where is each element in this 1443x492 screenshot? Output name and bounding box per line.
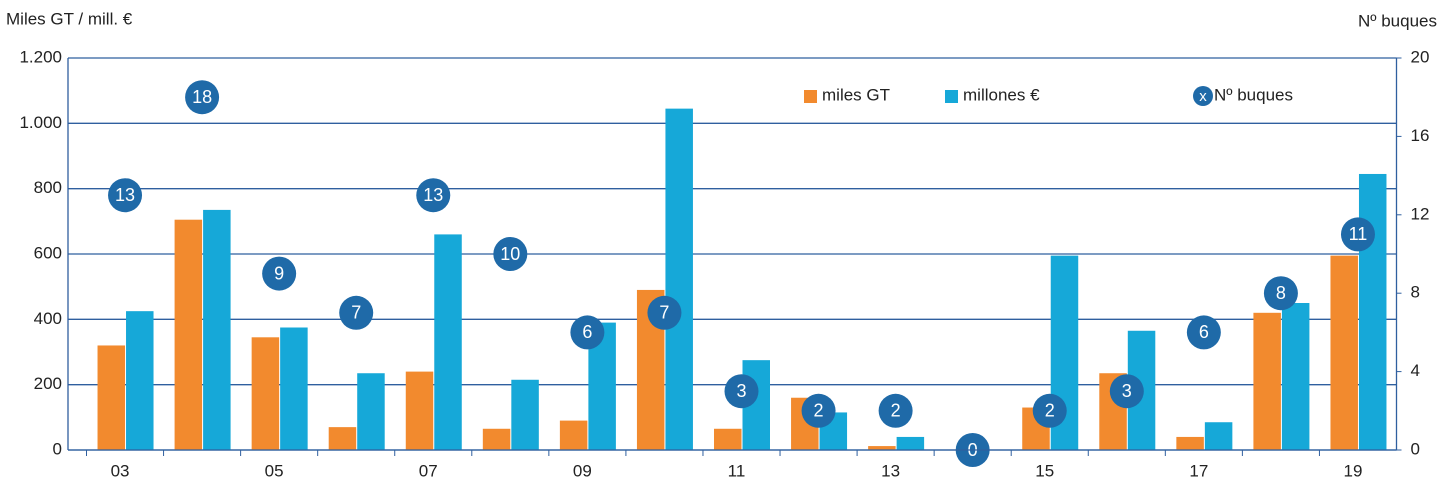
y2-tick-label: 4 — [1411, 361, 1420, 380]
ship-label: 7 — [351, 303, 361, 323]
ship-marker — [724, 374, 759, 409]
x-tick-label: 03 — [111, 461, 130, 480]
bar — [1176, 436, 1204, 450]
ship-label: 2 — [1045, 401, 1055, 421]
legend-label: miles GT — [822, 85, 890, 104]
bar — [1358, 173, 1387, 450]
y-tick-label: 400 — [34, 309, 62, 328]
ship-marker — [1109, 374, 1144, 409]
bar — [280, 327, 308, 450]
bar — [357, 373, 385, 450]
bar — [251, 337, 280, 450]
ship-label: 7 — [659, 303, 669, 323]
ship-label: 13 — [423, 185, 443, 205]
ship-label: 9 — [274, 263, 284, 283]
bar — [434, 234, 462, 450]
bar — [126, 311, 154, 450]
y-tick-label: 200 — [34, 374, 62, 393]
bar — [405, 371, 434, 450]
bar — [174, 219, 203, 450]
ship-label: 11 — [1349, 224, 1368, 244]
ship-label: 6 — [1199, 322, 1209, 342]
y-tick-label: 0 — [53, 439, 62, 458]
bar — [714, 428, 742, 450]
bar — [203, 209, 231, 450]
ship-marker — [647, 295, 682, 330]
ship-marker — [1340, 217, 1375, 252]
x-tick-label: 15 — [1035, 461, 1054, 480]
ship-marker — [416, 178, 451, 213]
bar — [482, 428, 511, 450]
legend-swatch — [945, 90, 958, 103]
x-tick-label: 07 — [419, 461, 438, 480]
ship-marker — [185, 80, 220, 115]
bar — [665, 108, 693, 450]
legend-swatch — [804, 90, 817, 103]
x-tick-label: 11 — [728, 461, 746, 480]
y-axis-title: Miles GT / mill. € — [6, 9, 133, 28]
bar — [1253, 312, 1281, 450]
y-tick-label: 1.000 — [19, 113, 62, 132]
x-tick-label: 09 — [573, 461, 592, 480]
y2-tick-label: 0 — [1411, 439, 1420, 458]
x-tick-label: 05 — [265, 461, 284, 480]
ship-marker — [339, 295, 374, 330]
y2-axis-title: Nº buques — [1358, 11, 1437, 30]
x-tick-label: 13 — [881, 461, 900, 480]
legend-label: millones € — [963, 85, 1040, 104]
x-tick-label: 19 — [1344, 461, 1363, 480]
ship-marker — [493, 237, 528, 271]
y2-tick-label: 16 — [1411, 126, 1430, 145]
ship-marker — [570, 315, 605, 350]
y2-tick-label: 12 — [1411, 204, 1430, 223]
bar — [511, 379, 539, 450]
bar — [868, 446, 896, 450]
ship-marker — [1032, 393, 1067, 428]
ship-label: 3 — [736, 381, 746, 401]
y-tick-label: 1.200 — [19, 47, 62, 66]
bar — [896, 436, 925, 450]
legend-marker — [1193, 86, 1213, 106]
ship-label: 3 — [1122, 381, 1132, 401]
legend-label: Nº buques — [1214, 85, 1293, 104]
bar — [97, 345, 126, 450]
ship-marker — [1263, 276, 1298, 311]
x-tick-label: 17 — [1189, 461, 1208, 480]
bar — [328, 427, 357, 450]
ship-label: 8 — [1276, 283, 1286, 303]
y-tick-label: 800 — [34, 178, 62, 197]
ship-marker — [262, 256, 297, 291]
ship-label: 2 — [891, 401, 901, 421]
y-tick-label: 600 — [34, 243, 62, 262]
ship-marker — [801, 393, 836, 428]
y2-tick-label: 20 — [1411, 47, 1430, 66]
y2-tick-label: 8 — [1411, 283, 1420, 302]
ship-marker — [1186, 315, 1221, 350]
ship-label: 10 — [500, 244, 520, 264]
ship-label: 13 — [115, 185, 135, 205]
bar — [1281, 303, 1310, 450]
ship-label: 2 — [814, 401, 824, 421]
bar — [559, 420, 588, 450]
ship-label: 6 — [582, 322, 592, 342]
ship-marker — [108, 178, 143, 213]
ship-marker — [878, 393, 913, 428]
bar — [1204, 422, 1233, 450]
legend-marker-label: x — [1199, 88, 1207, 105]
ship-label: 18 — [192, 87, 212, 107]
bar — [1330, 255, 1358, 450]
